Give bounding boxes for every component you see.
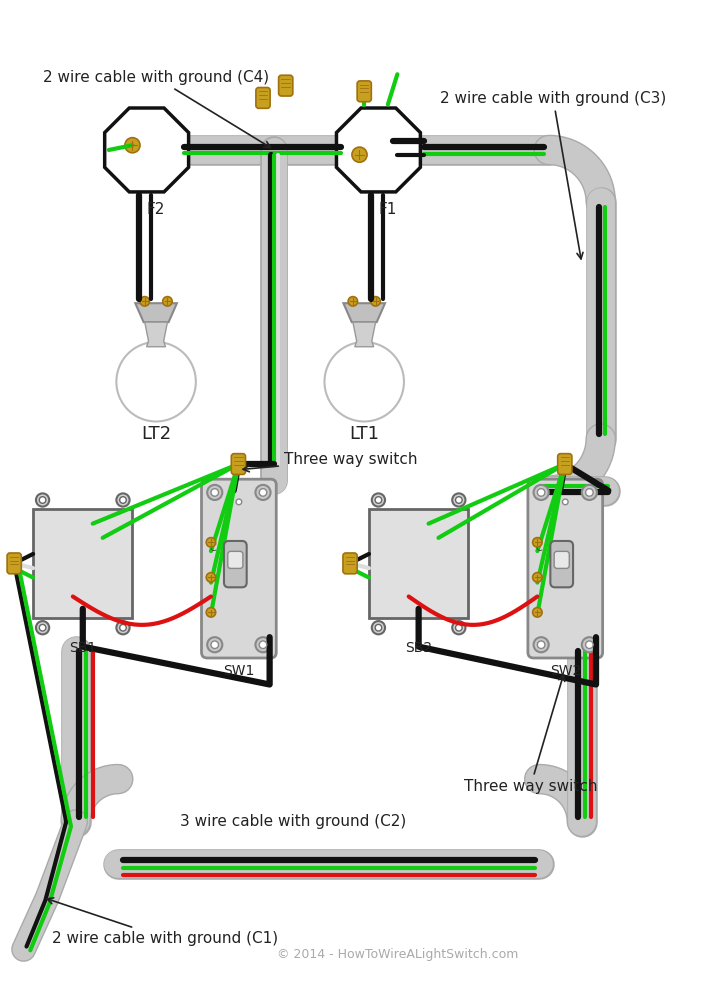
Circle shape — [532, 573, 542, 582]
Circle shape — [537, 489, 545, 496]
Text: C: C — [209, 543, 216, 553]
Circle shape — [207, 485, 222, 500]
Text: © 2014 - HowToWireALightSwitch.com: © 2014 - HowToWireALightSwitch.com — [276, 948, 518, 961]
Polygon shape — [135, 303, 177, 322]
Circle shape — [371, 297, 380, 306]
Polygon shape — [145, 322, 168, 347]
Circle shape — [255, 485, 271, 500]
Circle shape — [352, 147, 367, 162]
Text: SW1: SW1 — [223, 664, 255, 678]
Polygon shape — [353, 322, 375, 347]
Text: LT1: LT1 — [349, 425, 379, 443]
Circle shape — [117, 621, 129, 634]
Circle shape — [585, 489, 593, 496]
Circle shape — [206, 573, 216, 582]
FancyBboxPatch shape — [528, 479, 602, 658]
Circle shape — [563, 499, 568, 505]
Circle shape — [117, 342, 196, 421]
FancyBboxPatch shape — [357, 81, 371, 102]
Circle shape — [236, 499, 242, 505]
Circle shape — [452, 621, 465, 634]
FancyBboxPatch shape — [231, 454, 245, 474]
FancyBboxPatch shape — [224, 541, 247, 587]
FancyBboxPatch shape — [554, 551, 569, 568]
Circle shape — [211, 641, 218, 649]
Circle shape — [455, 624, 462, 631]
Circle shape — [119, 624, 127, 631]
Circle shape — [348, 297, 358, 306]
Text: C: C — [535, 543, 542, 553]
Circle shape — [119, 497, 127, 503]
FancyBboxPatch shape — [7, 553, 21, 574]
Circle shape — [40, 497, 46, 503]
FancyBboxPatch shape — [279, 75, 293, 96]
Polygon shape — [337, 108, 421, 192]
Text: F2: F2 — [147, 202, 165, 217]
Circle shape — [140, 297, 149, 306]
Circle shape — [36, 493, 49, 507]
Circle shape — [206, 538, 216, 547]
FancyBboxPatch shape — [201, 479, 276, 658]
Text: LT2: LT2 — [141, 425, 171, 443]
Circle shape — [534, 485, 549, 500]
FancyBboxPatch shape — [256, 88, 270, 108]
Circle shape — [375, 624, 382, 631]
Circle shape — [40, 624, 46, 631]
Text: SB1: SB1 — [69, 641, 96, 655]
FancyBboxPatch shape — [228, 551, 243, 568]
Circle shape — [585, 641, 593, 649]
Circle shape — [372, 621, 385, 634]
Circle shape — [211, 489, 218, 496]
Text: SB2: SB2 — [405, 641, 432, 655]
Circle shape — [582, 485, 597, 500]
Circle shape — [325, 342, 404, 421]
Circle shape — [36, 621, 49, 634]
Circle shape — [582, 637, 597, 652]
Polygon shape — [344, 303, 385, 322]
Text: 3 wire cable with ground (C2): 3 wire cable with ground (C2) — [180, 814, 407, 829]
Circle shape — [532, 538, 542, 547]
Circle shape — [206, 608, 216, 617]
Circle shape — [452, 493, 465, 507]
FancyBboxPatch shape — [558, 454, 572, 474]
Polygon shape — [105, 108, 189, 192]
Text: 2 wire cable with ground (C1): 2 wire cable with ground (C1) — [47, 898, 278, 946]
FancyBboxPatch shape — [33, 509, 132, 618]
Circle shape — [117, 493, 129, 507]
Circle shape — [259, 489, 267, 496]
Text: 2 wire cable with ground (C3): 2 wire cable with ground (C3) — [440, 91, 666, 259]
Circle shape — [125, 138, 140, 153]
Circle shape — [163, 297, 173, 306]
Circle shape — [255, 637, 271, 652]
FancyBboxPatch shape — [550, 541, 573, 587]
Text: Three way switch: Three way switch — [464, 675, 597, 794]
Circle shape — [375, 497, 382, 503]
Text: SW2: SW2 — [549, 664, 581, 678]
Text: 2 wire cable with ground (C4): 2 wire cable with ground (C4) — [42, 70, 270, 148]
Circle shape — [532, 608, 542, 617]
Circle shape — [207, 637, 222, 652]
FancyBboxPatch shape — [369, 509, 468, 618]
Circle shape — [534, 637, 549, 652]
Circle shape — [455, 497, 462, 503]
Text: F1: F1 — [379, 202, 397, 217]
Circle shape — [372, 493, 385, 507]
Circle shape — [537, 641, 545, 649]
FancyBboxPatch shape — [343, 553, 357, 574]
Text: Three way switch: Three way switch — [243, 452, 417, 472]
Circle shape — [259, 641, 267, 649]
